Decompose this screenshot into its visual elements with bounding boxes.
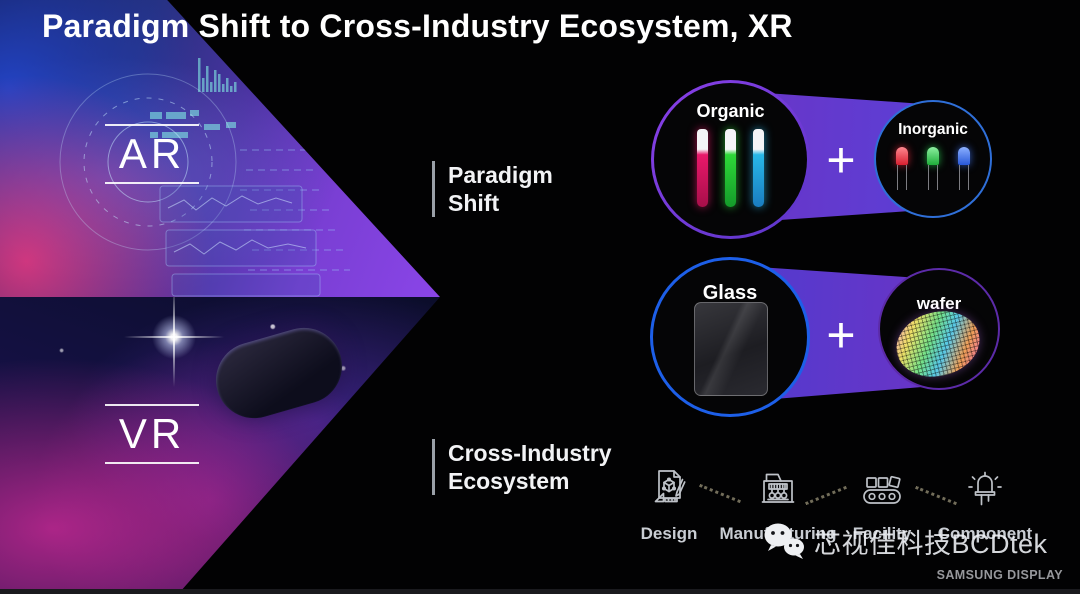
organic-circle: Organic: [651, 80, 810, 239]
ecosystem-line1: Cross-Industry: [448, 440, 612, 466]
cyan-test-tube: [753, 129, 764, 207]
facility-icon: [863, 475, 901, 504]
samsung-display-logo: SAMSUNG DISPLAY: [936, 568, 1063, 582]
step-label-component: Component: [937, 524, 1033, 543]
led-group: [876, 147, 990, 190]
component-icon: [968, 471, 1002, 506]
inorganic-circle: Inorganic: [874, 100, 992, 218]
red-test-tube: [697, 129, 708, 207]
divider: [105, 462, 199, 464]
bottom-edge-strip: [0, 589, 1080, 594]
ar-label-group: AR: [105, 124, 199, 184]
step-label-facility: Facility: [852, 524, 912, 543]
design-icon: [654, 470, 686, 503]
vr-photo-wedge: VR: [0, 297, 440, 594]
wechat-icon: [764, 523, 804, 559]
lens-flare: [124, 297, 224, 387]
organic-label: Organic: [696, 101, 765, 121]
glass-circle: Glass: [650, 257, 810, 417]
ar-label: AR: [118, 130, 186, 177]
vr-headset-shape: [207, 318, 351, 428]
process-step-facility: Facility: [836, 462, 928, 544]
paradigm-shift-label: Paradigm Shift: [432, 161, 553, 217]
blue-led: [958, 147, 970, 190]
watermark: 芯视佳科技BCDtek: [762, 520, 1048, 562]
process-step-component: Component: [935, 462, 1035, 544]
divider: [105, 404, 199, 406]
manufacturing-icon: [761, 473, 795, 503]
plus-icon: +: [826, 307, 856, 363]
green-led: [927, 147, 939, 190]
cross-industry-label: Cross-Industry Ecosystem: [432, 439, 612, 495]
paradigm-line2: Shift: [448, 190, 500, 216]
step-label-design: Design: [640, 524, 698, 543]
page-title: Paradigm Shift to Cross-Industry Ecosyst…: [42, 8, 793, 44]
test-tubes: [654, 129, 807, 207]
paradigm-line1: Paradigm: [448, 162, 553, 188]
wafer-label: wafer: [916, 294, 962, 313]
glass-label: Glass: [702, 282, 758, 304]
glass-panel: [694, 302, 768, 396]
red-led: [896, 147, 908, 190]
watermark-text: 芯视佳科技BCDtek: [814, 528, 1048, 559]
green-test-tube: [725, 129, 736, 207]
inorganic-label: Inorganic: [898, 121, 968, 138]
ar-hud-overlay: [59, 58, 350, 297]
silicon-wafer: [889, 302, 987, 386]
ecosystem-line2: Ecosystem: [448, 468, 570, 494]
divider: [105, 182, 199, 184]
vr-label: VR: [118, 410, 186, 457]
vr-label-group: VR: [105, 404, 199, 464]
divider: [105, 124, 199, 126]
process-step-design: Design: [623, 462, 715, 544]
wafer-circle: wafer: [878, 268, 1000, 390]
plus-icon: +: [826, 132, 856, 188]
